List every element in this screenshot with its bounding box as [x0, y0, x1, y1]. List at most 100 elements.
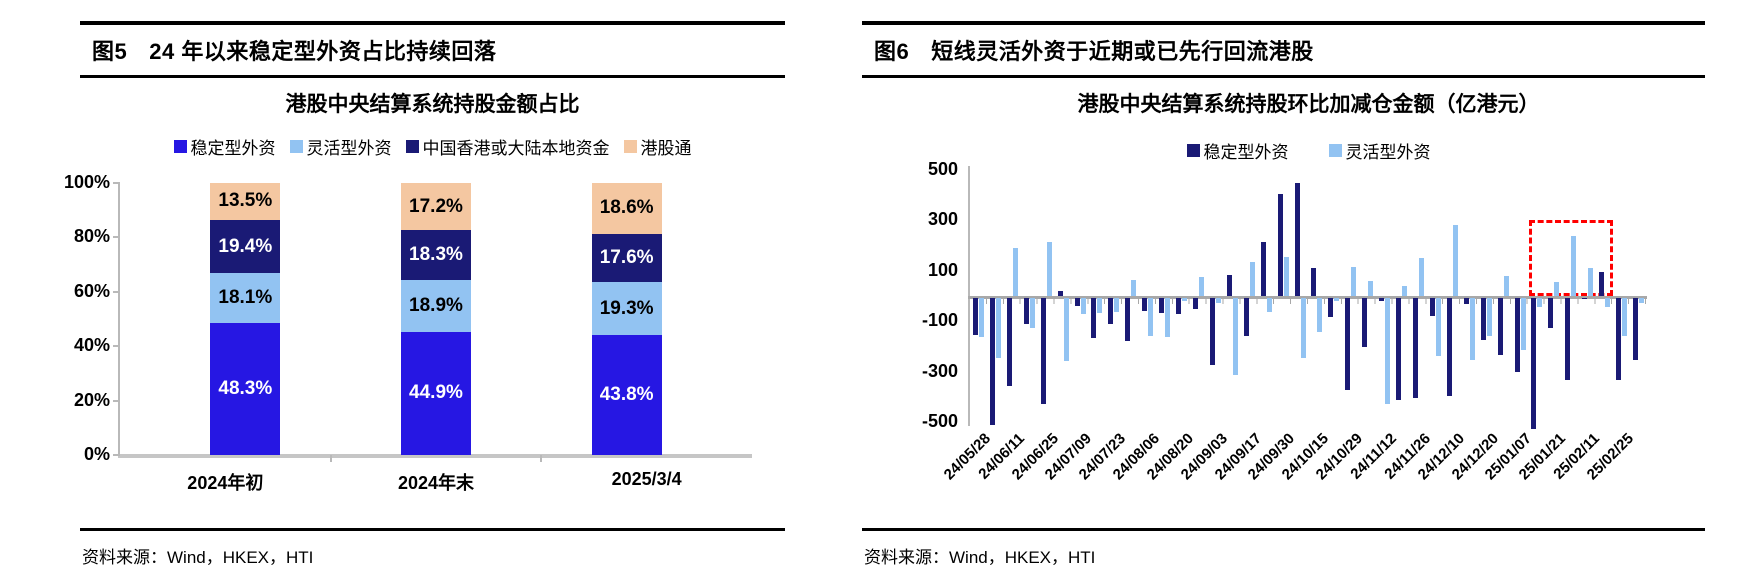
figure5-chart-title: 港股中央结算系统持股金额占比 [285, 93, 580, 116]
figure6-bar-灵活型外资 [1486, 298, 1492, 336]
figure6-bar-稳定型外资 [1277, 193, 1283, 296]
figure6-bar-group [1495, 170, 1512, 422]
figure6-bar-灵活型外资 [1402, 285, 1408, 296]
figure6-bar-group [970, 170, 987, 422]
figure5-bar-segment-港股通: 17.2% [400, 183, 471, 231]
legend-item: 港股通 [623, 134, 692, 159]
figure6-bar-稳定型外资 [1514, 298, 1520, 373]
figure6-bar-稳定型外资 [1582, 298, 1588, 300]
figure6-tag: 图6 [874, 39, 910, 64]
figure5-x-axis-line [118, 454, 752, 458]
legend-item: 稳定型外资 [173, 134, 276, 159]
figure6-bar-灵活型外资 [1063, 298, 1069, 361]
figure5-x-tick-label: 2024年初 [187, 473, 264, 493]
figure6-bar-group [1478, 170, 1495, 422]
figure6-bar-稳定型外资 [1057, 290, 1063, 296]
figure6-bar-group [1579, 170, 1596, 422]
figure6-bar-灵活型外资 [1283, 256, 1289, 296]
legend-label: 稳定型外资 [1203, 143, 1289, 162]
figure6-bar-灵活型外资 [1029, 298, 1035, 329]
figure5-x-tick-label: 2025/3/4 [611, 469, 682, 489]
figure5-bar-segment-稳定型外资: 48.3% [210, 322, 281, 455]
figure6-bar-稳定型外资 [1463, 298, 1469, 305]
figure6-bar-灵活型外资 [1215, 298, 1221, 304]
legend-item: 稳定型外资 [1186, 138, 1289, 163]
figure5-bar-2025/3/4: 18.6% 17.6% 19.3% 43.8% [591, 183, 662, 455]
figure6-bar-稳定型外资 [1209, 298, 1215, 365]
figure6-panel: 图6 短线灵活外资于近期或已先行回流港股 港股中央结算系统持股环比加减仓金额（亿港… [862, 0, 1705, 570]
figure6-bar-group [1325, 170, 1342, 422]
figure5-y-tick-label: 60% [73, 280, 110, 301]
figure6-bar-group [1512, 170, 1529, 422]
figure6-bar-稳定型外资 [989, 298, 995, 426]
legend-label: 灵活型外资 [1345, 143, 1431, 162]
figure5-tag: 图5 [92, 39, 128, 64]
figure5-y-tick [113, 345, 120, 348]
figure6-bar-稳定型外资 [1362, 298, 1368, 348]
figure6-bar-group [1342, 170, 1359, 422]
figure6-bar-稳定型外资 [972, 298, 978, 335]
figure6-bar-稳定型外资 [1565, 298, 1571, 380]
figure6-bar-灵活型外资 [1097, 298, 1103, 314]
figure6-bar-group [1613, 170, 1630, 422]
figure5-panel: 图5 24 年以来稳定型外资占比持续回落 港股中央结算系统持股金额占比 稳定型外资… [64, 0, 785, 570]
figure6-bar-灵活型外资 [1452, 225, 1458, 296]
legend-swatch-icon [623, 140, 637, 153]
legend-item: 灵活型外资 [1328, 138, 1431, 163]
figure5-y-tick-label: 20% [73, 389, 110, 410]
figure6-source: 资料来源：Wind，HKEX，HTI [862, 528, 1705, 568]
figure6-bar-group [1376, 170, 1393, 422]
figure6-bar-group [987, 170, 1004, 426]
figure5-y-tick [113, 182, 120, 184]
figure5-bar-segment-灵活型外资: 19.3% [591, 282, 662, 335]
figure5-plot-area: 13.5% 19.4% 18.1% 48.3% 17.2% 18.3% 18.9% 44.9%… [64, 172, 752, 493]
figure5-y-tick-label: 40% [73, 335, 110, 356]
figure6-bar-稳定型外资 [1091, 298, 1097, 339]
figure5-y-tick-label: 0% [83, 444, 110, 464]
figure6-bar-group [1224, 170, 1241, 422]
figure6-bar-group [1190, 170, 1207, 422]
figure5-bar-segment-港股通: 18.6% [591, 183, 662, 234]
figure6-bar-稳定型外资 [1040, 298, 1046, 404]
figure6-bar-稳定型外资 [1396, 298, 1402, 401]
figure6-bar-灵活型外资 [1419, 258, 1424, 296]
figure5-y-tick [113, 399, 120, 402]
legend-swatch-icon [405, 140, 419, 153]
figure6-bar-灵活型外资 [1198, 277, 1204, 296]
figure6-header-title: 短线灵活外资于近期或已先行回流港股 [931, 39, 1314, 64]
figure6-bar-稳定型外资 [1243, 298, 1249, 336]
figure6-bar-group [1410, 170, 1427, 422]
figure5-y-tick [113, 454, 120, 456]
figure6-bar-灵活型外资 [1182, 298, 1188, 301]
legend-swatch-icon [173, 140, 187, 153]
legend-swatch-icon [1186, 144, 1200, 157]
figure6-bar-group [1359, 170, 1376, 422]
figure5-y-tick [113, 290, 120, 293]
figure6-bar-稳定型外资 [1311, 268, 1317, 296]
figure5-y-tick [113, 236, 120, 239]
figure6-bar-group [1309, 170, 1326, 422]
figure6-bar-灵活型外资 [1334, 298, 1340, 301]
figure6-bar-稳定型外资 [1176, 298, 1182, 315]
figure6-bar-灵活型外资 [1571, 235, 1577, 296]
figure6-bar-灵活型外资 [1351, 267, 1357, 296]
legend-item: 灵活型外资 [289, 134, 392, 159]
figure6-bar-灵活型外资 [1554, 282, 1560, 296]
figure6-bar-灵活型外资 [1588, 267, 1594, 296]
figure6-bar-稳定型外资 [1023, 298, 1029, 325]
figure6-bar-group [1444, 170, 1461, 422]
figure6-bar-灵活型外资 [1639, 298, 1645, 304]
figure6-plot-area: 500 300 100 -100 -300 -500 24/05/28 24/06/11 24/… [922, 159, 1647, 483]
figure6-bar-灵活型外资 [1249, 261, 1255, 296]
figure6-bar-稳定型外资 [1074, 298, 1080, 306]
figure5-bars: 13.5% 19.4% 18.1% 48.3% 17.2% 18.3% 18.9% 44.9%… [120, 183, 752, 455]
figure6-bar-group [1173, 170, 1190, 422]
figure6-bar-灵活型外资 [978, 298, 984, 338]
figure6-bar-稳定型外资 [1260, 241, 1266, 296]
figure5-bar-segment-稳定型外资: 43.8% [591, 335, 662, 455]
figure6-bar-灵活型外资 [1622, 298, 1628, 336]
figure6-bar-group [1207, 170, 1224, 422]
figure6-y-tick-label: 500 [927, 159, 958, 179]
figure5-bar-segment-稳定型外资: 44.9% [400, 332, 471, 455]
figure6-bar-灵活型外资 [1012, 248, 1018, 296]
